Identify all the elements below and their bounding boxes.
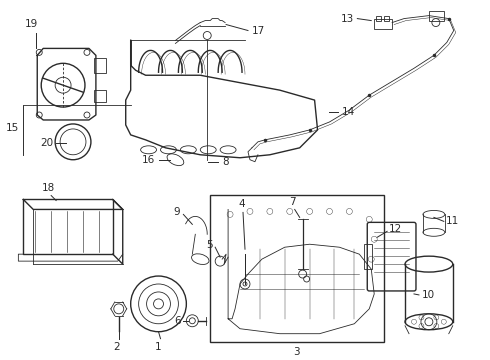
Text: 4: 4 bbox=[239, 199, 245, 210]
Text: 17: 17 bbox=[252, 26, 265, 36]
Text: 19: 19 bbox=[24, 18, 38, 28]
Bar bbox=[429, 11, 444, 21]
Bar bbox=[94, 58, 106, 73]
Text: 5: 5 bbox=[207, 240, 213, 250]
Text: 14: 14 bbox=[342, 107, 355, 117]
Text: 1: 1 bbox=[155, 342, 162, 352]
Text: 2: 2 bbox=[114, 342, 120, 352]
Text: 18: 18 bbox=[42, 183, 55, 193]
Text: 3: 3 bbox=[294, 347, 300, 357]
Bar bbox=[210, 194, 384, 342]
Text: 11: 11 bbox=[446, 216, 459, 226]
Text: 10: 10 bbox=[422, 290, 435, 300]
Text: 15: 15 bbox=[6, 123, 19, 133]
Text: 13: 13 bbox=[341, 14, 354, 24]
Text: 16: 16 bbox=[142, 155, 155, 165]
Bar bbox=[376, 15, 381, 21]
Bar bbox=[374, 19, 392, 28]
Bar bbox=[364, 244, 372, 269]
Text: 8: 8 bbox=[222, 157, 229, 167]
Bar bbox=[94, 90, 106, 102]
Text: 6: 6 bbox=[174, 316, 180, 326]
Bar bbox=[384, 15, 389, 21]
Text: 7: 7 bbox=[290, 197, 296, 207]
Text: 12: 12 bbox=[389, 224, 402, 234]
Text: 20: 20 bbox=[40, 138, 53, 148]
Text: 9: 9 bbox=[174, 207, 180, 217]
